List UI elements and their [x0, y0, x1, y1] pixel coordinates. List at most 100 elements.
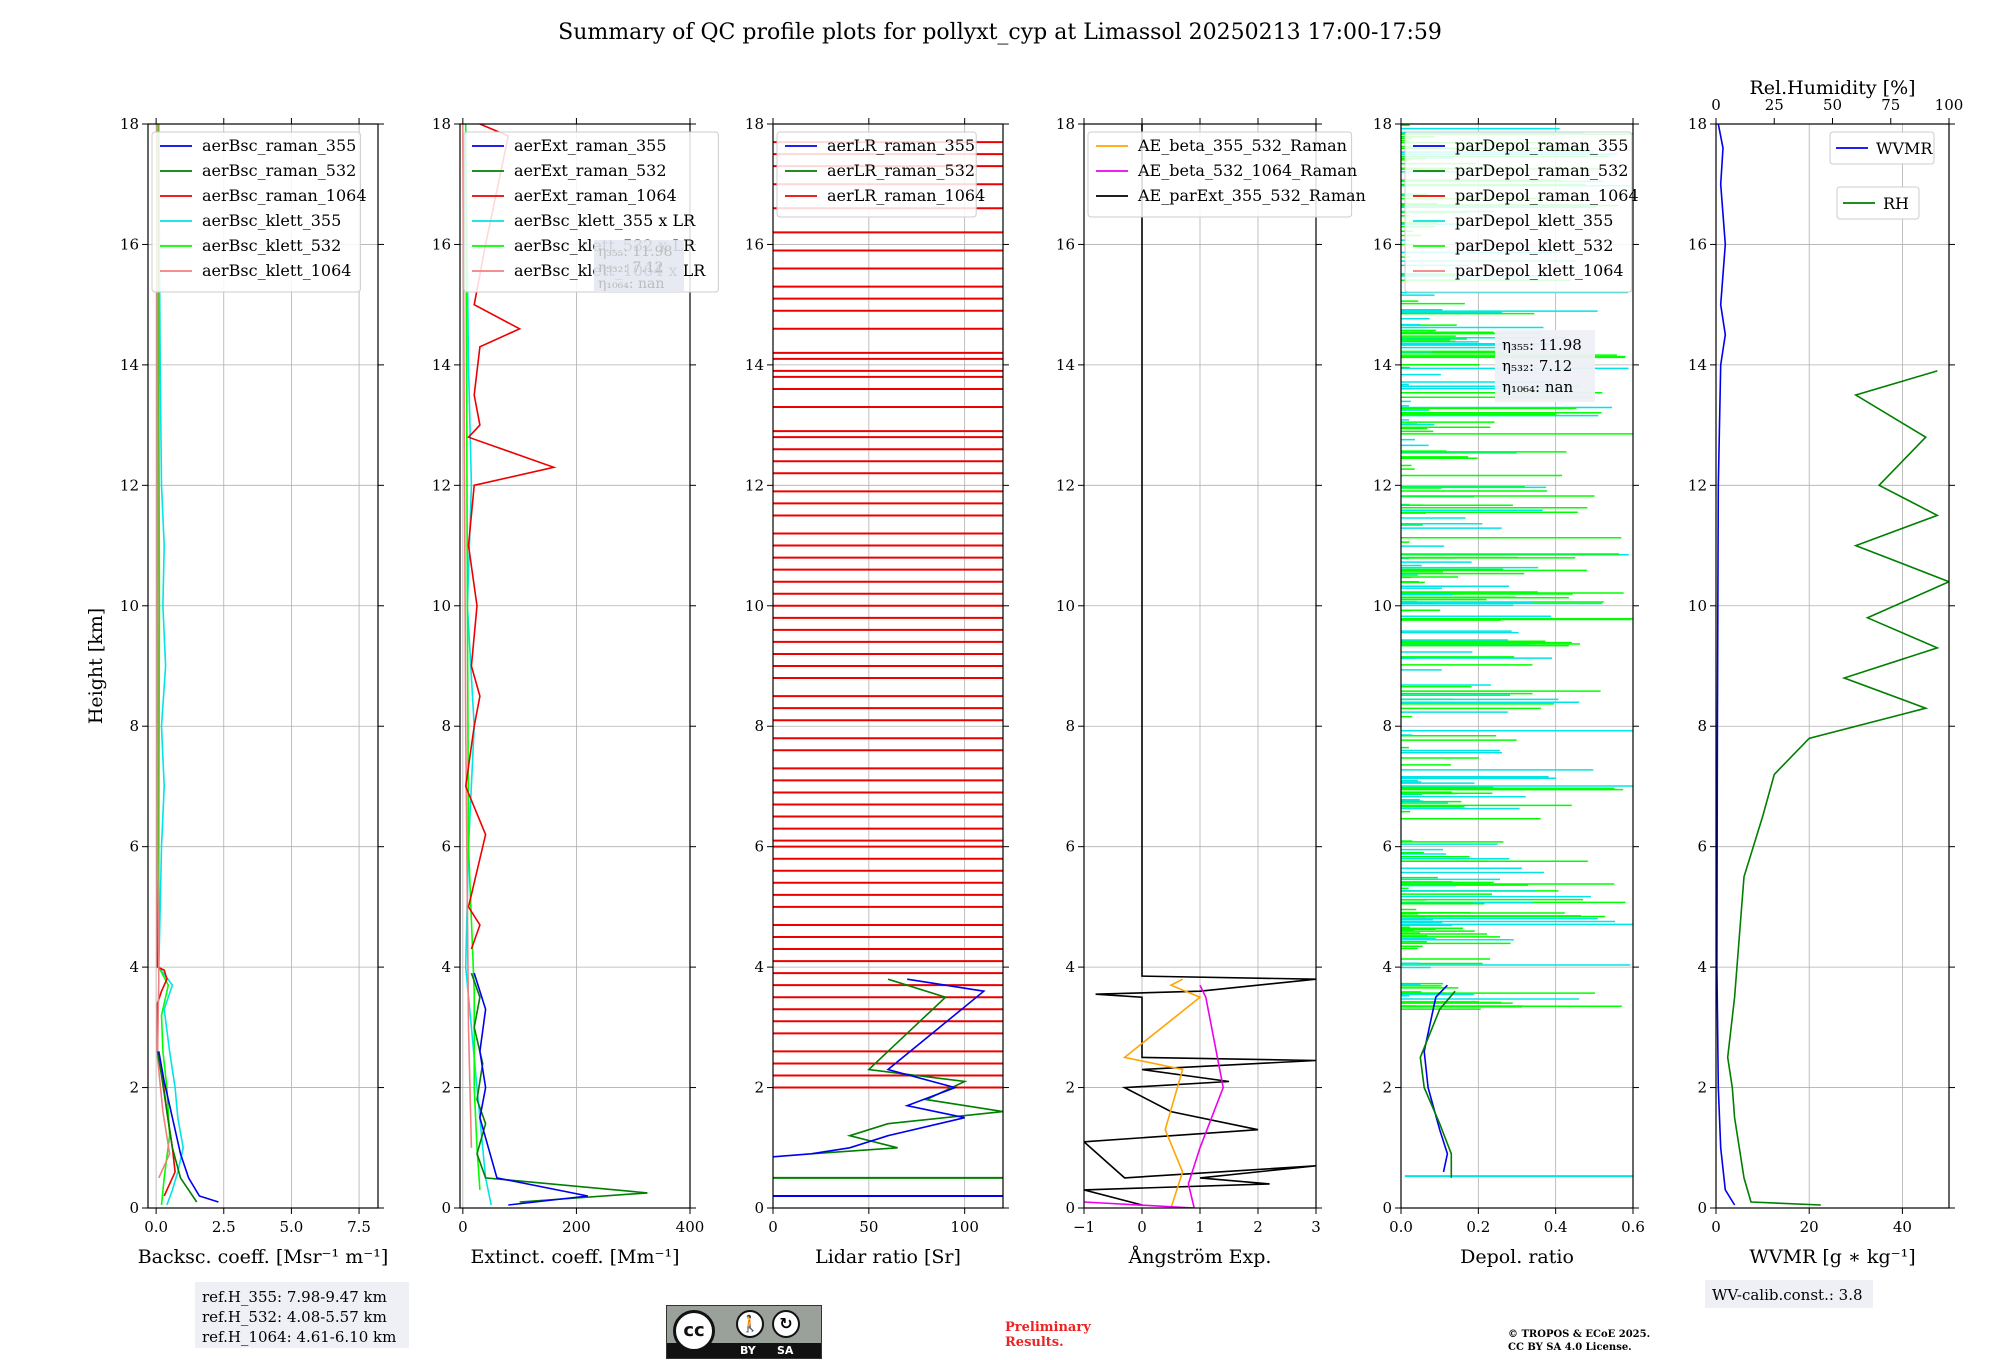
top-xtick-label-wv: 50	[1823, 96, 1842, 114]
ytick-label-ext: 8	[441, 717, 451, 735]
xtick-label-ae: 1	[1195, 1218, 1205, 1236]
legend-label-parDepol_klett_355: parDepol_klett_355	[1455, 211, 1613, 230]
top-xlabel-wv: Rel.Humidity [%]	[1749, 77, 1915, 99]
eta-hidden-line: η₃₅₅: 11.98	[598, 244, 672, 260]
ytick-label-wv: 14	[1688, 356, 1707, 374]
series-aerLR_raman_355	[773, 978, 986, 1158]
series-parDepol_raman_532	[1419, 990, 1456, 1178]
ytick-label-ae: 4	[1065, 958, 1075, 976]
ytick-label-ext: 6	[441, 838, 451, 856]
legend-label-aerBsc_klett_355: aerBsc_klett_355	[202, 211, 341, 230]
ytick-label-lr: 10	[745, 597, 764, 615]
ytick-label-wv: 4	[1697, 958, 1707, 976]
legend-label-parDepol_klett_532: parDepol_klett_532	[1455, 236, 1613, 255]
series-aerBsc_klett_1064 x LR	[461, 124, 473, 1148]
ytick-label-depol: 10	[1373, 597, 1392, 615]
ytick-label-bsc: 18	[120, 115, 139, 133]
xlabel-bsc: Backsc. coeff. [Msr⁻¹ m⁻¹]	[138, 1246, 389, 1268]
ytick-label-lr: 18	[745, 115, 764, 133]
ytick-label-ae: 0	[1065, 1199, 1075, 1217]
legend-label-parDepol_raman_1064: parDepol_raman_1064	[1455, 186, 1639, 205]
legend-label-aerBsc_raman_1064: aerBsc_raman_1064	[202, 186, 367, 205]
eta-line: η₁₀₆₄: nan	[1502, 378, 1573, 396]
ytick-label-depol: 6	[1382, 838, 1392, 856]
copyright-line2: CC BY SA 4.0 License.	[1508, 1342, 1632, 1353]
ytick-label-lr: 2	[754, 1079, 764, 1097]
ytick-label-ext: 0	[441, 1199, 451, 1217]
series-aerBsc_raman_355	[158, 1051, 219, 1203]
by-person-icon: 🚶	[736, 1310, 764, 1338]
top-xtick-label-wv: 25	[1765, 96, 1784, 114]
legend-label-aerBsc_klett_1064: aerBsc_klett_1064	[202, 261, 351, 280]
top-xtick-label-wv: 75	[1881, 96, 1900, 114]
ytick-label-depol: 0	[1382, 1199, 1392, 1217]
legend-label-AE_beta_532_1064_Raman: AE_beta_532_1064_Raman	[1137, 161, 1357, 180]
ytick-label-depol: 4	[1382, 958, 1392, 976]
eta-hidden-line: η₁₀₆₄: nan	[598, 276, 664, 292]
xtick-label-ae: 3	[1311, 1218, 1321, 1236]
ytick-label-lr: 12	[745, 476, 764, 494]
xtick-label-depol: 0.0	[1389, 1218, 1413, 1236]
ytick-label-bsc: 12	[120, 476, 139, 494]
series-AE_beta_532_1064_Raman	[1084, 984, 1225, 1208]
eta-line: η₃₅₅: 11.98	[1502, 336, 1582, 354]
xtick-label-wv: 20	[1800, 1218, 1819, 1236]
wv-calib-label: WV-calib.const.: 3.8	[1712, 1286, 1863, 1304]
ytick-label-lr: 8	[754, 717, 764, 735]
cc-icon: cc	[673, 1310, 715, 1352]
xlabel-depol: Depol. ratio	[1460, 1246, 1574, 1268]
ytick-label-ae: 14	[1056, 356, 1075, 374]
ytick-label-wv: 16	[1688, 235, 1707, 253]
ytick-label-ae: 8	[1065, 717, 1075, 735]
series-RH	[1726, 370, 1949, 1206]
legend-box-depol	[1404, 131, 1633, 293]
xtick-label-ae: 2	[1253, 1218, 1263, 1236]
xlabel-lr: Lidar ratio [Sr]	[815, 1246, 961, 1268]
legend-label-parDepol_raman_355: parDepol_raman_355	[1455, 136, 1628, 155]
ytick-label-bsc: 6	[129, 838, 139, 856]
xtick-label-wv: 40	[1893, 1218, 1912, 1236]
xtick-label-depol: 0.4	[1544, 1218, 1568, 1236]
ytick-label-ext: 16	[432, 235, 451, 253]
xtick-label-wv: 0	[1711, 1218, 1721, 1236]
series-aerBsc_klett_532	[157, 124, 171, 1206]
preliminary-line2: Results.	[1005, 1335, 1064, 1350]
legend-label-parDepol_raman_532: parDepol_raman_532	[1455, 161, 1628, 180]
legend-label-aerBsc_klett_532: aerBsc_klett_532	[202, 236, 341, 255]
y-axis-label: Height [km]	[85, 608, 107, 724]
refh-box	[195, 1282, 409, 1348]
xtick-label-ext: 200	[562, 1218, 591, 1236]
axes-frame-ext	[459, 123, 691, 1209]
ytick-label-ext: 2	[441, 1079, 451, 1097]
footer-copyright: © TROPOS & ECoE 2025. CC BY SA 4.0 Licen…	[1508, 1328, 1650, 1354]
figure-title: Summary of QC profile plots for pollyxt_…	[558, 20, 1442, 45]
top-xtick-label-wv: 100	[1935, 96, 1964, 114]
license-by-label: BY	[740, 1344, 756, 1357]
legend-label-RH: RH	[1883, 194, 1909, 213]
xlabel-ext: Extinct. coeff. [Mm⁻¹]	[470, 1246, 679, 1268]
refh-line: ref.H_355: 7.98-9.47 km	[202, 1288, 387, 1306]
legend-box-wv	[1829, 131, 1935, 165]
ytick-label-bsc: 16	[120, 235, 139, 253]
series-aerExt_raman_1064	[464, 124, 557, 950]
ytick-label-ae: 10	[1056, 597, 1075, 615]
legend-label-aerLR_raman_532: aerLR_raman_532	[827, 161, 975, 180]
xtick-label-bsc: 0.0	[144, 1218, 168, 1236]
series-aerExt_raman_355	[473, 972, 588, 1206]
series-group-ext	[461, 124, 648, 1206]
ytick-label-depol: 8	[1382, 717, 1392, 735]
legend-label-aerLR_raman_1064: aerLR_raman_1064	[827, 186, 985, 205]
legend-label-AE_beta_355_532_Raman: AE_beta_355_532_Raman	[1137, 136, 1347, 155]
ytick-label-ae: 16	[1056, 235, 1075, 253]
eta-hidden-line: η₅₃₂: 7.12	[598, 260, 664, 276]
ytick-label-lr: 16	[745, 235, 764, 253]
xtick-label-ext: 400	[676, 1218, 705, 1236]
legend-box-lr	[776, 131, 977, 218]
ytick-label-depol: 16	[1373, 235, 1392, 253]
eta-box	[1495, 330, 1595, 402]
xlabel-ae: Ångström Exp.	[1128, 1246, 1272, 1268]
eta-line: η₅₃₂: 7.12	[1502, 357, 1572, 375]
ytick-label-bsc: 2	[129, 1079, 139, 1097]
series-AE_beta_355_532_Raman	[1122, 978, 1202, 1208]
series-group-bsc	[156, 124, 219, 1206]
